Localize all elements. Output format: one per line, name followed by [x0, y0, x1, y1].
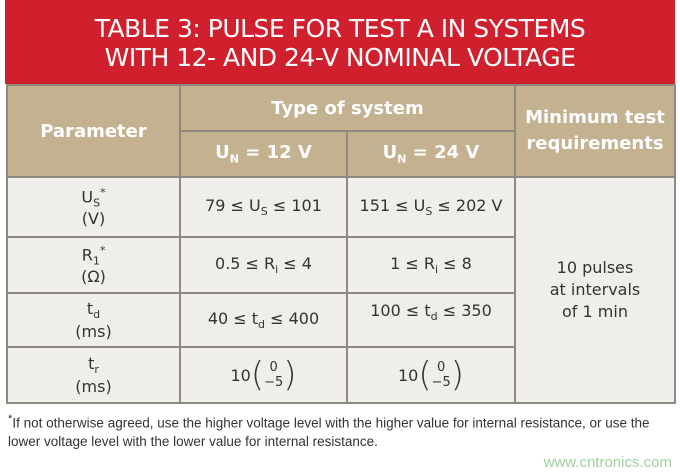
title-line-2: WITH 12- AND 24-V NOMINAL VOLTAGE — [104, 43, 576, 72]
header-type-of-system: Type of system — [179, 84, 516, 132]
pulse-table: Parameter Type of system Minimum test re… — [6, 84, 676, 404]
param-tr: tr (ms) — [6, 346, 181, 404]
value-12v: 0.5 ≤ Ri ≤ 4 — [179, 236, 348, 294]
param-td: td (ms) — [6, 292, 181, 348]
value-24v: 151 ≤ US ≤ 202 V — [346, 176, 516, 238]
header-12v: UN = 12 V — [179, 130, 348, 178]
table-row: td (ms) 40 ≤ td ≤ 400 100 ≤ td ≤ 350 — [6, 292, 675, 348]
minimum-requirements: 10 pulses at intervals of 1 min — [514, 176, 676, 404]
param-r1: R1* (Ω) — [6, 236, 181, 294]
value-12v: 10(0 −5) — [179, 346, 348, 404]
value-12v: 40 ≤ td ≤ 400 — [179, 292, 348, 348]
value-24v: 1 ≤ Ri ≤ 8 — [346, 236, 516, 294]
value-12v: 79 ≤ US ≤ 101 — [179, 176, 348, 238]
watermark: www.cntronics.com — [543, 454, 672, 471]
value-24v: 10(0 −5) — [346, 346, 516, 404]
header-minimum-text: Minimum test requirements — [525, 107, 665, 154]
value-24v: 100 ≤ td ≤ 350 — [346, 292, 516, 348]
header-24v: UN = 24 V — [346, 130, 516, 178]
title-line-1: TABLE 3: PULSE FOR TEST A IN SYSTEMS — [94, 14, 586, 43]
header-minimum: Minimum test requirements — [514, 84, 676, 178]
table-title: TABLE 3: PULSE FOR TEST A IN SYSTEMS WIT… — [5, 0, 675, 84]
header-parameter: Parameter — [6, 84, 181, 178]
footnote: *If not otherwise agreed, use the higher… — [8, 413, 650, 449]
table-row: R1* (Ω) 0.5 ≤ Ri ≤ 4 1 ≤ Ri ≤ 8 — [6, 236, 675, 294]
table-row: tr (ms) 10(0 −5) 10(0 −5) — [6, 346, 675, 404]
param-us: US* (V) — [6, 176, 181, 238]
table-row: US* (V) 79 ≤ US ≤ 101 151 ≤ US ≤ 202 V 10… — [6, 176, 676, 404]
